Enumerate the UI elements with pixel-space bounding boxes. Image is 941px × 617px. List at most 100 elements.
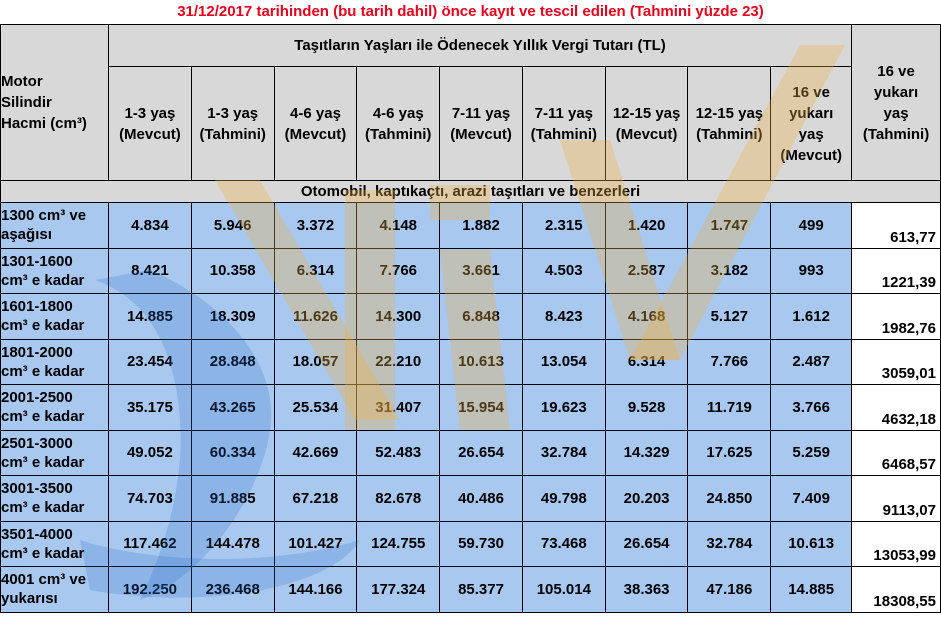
column-header-line: 1-3 yaş <box>124 104 176 122</box>
table-cell: 18308,55 <box>851 566 941 613</box>
table-cell: 2.315 <box>521 202 606 249</box>
table-row: 1300 cm³ ve aşağısı 4.834 5.946 3.372 4.148 1.… <box>0 202 941 249</box>
table-cell: 82.678 <box>356 475 441 522</box>
table-cell: 7.766 <box>356 247 441 294</box>
table-cell: 9113,07 <box>851 475 941 522</box>
column-header-line: 1-3 yaş <box>207 104 259 122</box>
table-row: 2001-2500 cm³ e kadar 35.175 43.265 25.534 31… <box>0 384 941 431</box>
column-header-line: (Tahmini) <box>530 125 597 143</box>
row-label-line: 2001-2500 <box>1 389 73 407</box>
table-row: 4001 cm³ ve yukarısı 192.250 236.468 144.166… <box>0 566 941 613</box>
table-cell: 10.613 <box>439 338 523 385</box>
table-cell: 3.182 <box>687 247 772 294</box>
table-cell: 4632,18 <box>851 384 941 431</box>
row-label-line: 3501-4000 <box>1 525 73 543</box>
column-header-line: yaş <box>883 104 909 122</box>
table-cell: 85.377 <box>439 566 523 613</box>
table-cell: 14.300 <box>356 293 441 340</box>
table-cell: 20.203 <box>604 475 689 522</box>
row-label: 2501-3000 cm³ e kadar <box>0 429 110 476</box>
table-cell: 26.654 <box>439 429 523 476</box>
row-label: 1601-1800 cm³ e kadar <box>0 293 110 340</box>
table-cell: 117.462 <box>108 520 192 567</box>
column-header-line: (Mevcut) <box>780 146 842 164</box>
column-header-line: 12-15 yaş <box>695 104 764 122</box>
row-label: 1301-1600 cm³ e kadar <box>0 247 110 294</box>
table-cell: 4.148 <box>356 202 441 249</box>
table-cell: 3.372 <box>273 202 358 249</box>
table-cell: 9.528 <box>604 384 689 431</box>
table-cell: 1.747 <box>687 202 772 249</box>
row-label: 1300 cm³ ve aşağısı <box>0 202 110 249</box>
column-header: 16 ve yukarı yaş (Mevcut) <box>770 66 853 181</box>
table-cell: 17.625 <box>687 429 772 476</box>
column-header-line: yukarı <box>873 83 919 101</box>
table-cell: 236.468 <box>190 566 275 613</box>
table-cell: 3.661 <box>439 247 523 294</box>
row-label: 3001-3500 cm³ e kadar <box>0 475 110 522</box>
column-header-line: (Mevcut) <box>615 125 678 143</box>
table-cell: 24.850 <box>687 475 772 522</box>
table-cell: 32.784 <box>521 429 606 476</box>
column-header-line: 4-6 yaş <box>290 104 341 122</box>
table-cell: 31.407 <box>356 384 441 431</box>
group-header: Taşıtların Yaşları ile Ödenecek Yıllık V… <box>108 24 853 67</box>
row-label-line: cm³ e kadar <box>1 499 85 517</box>
row-label: 4001 cm³ ve yukarısı <box>0 566 110 613</box>
row-label: 2001-2500 cm³ e kadar <box>0 384 110 431</box>
table-cell: 18.057 <box>273 338 358 385</box>
table-cell: 5.946 <box>190 202 275 249</box>
table-cell: 73.468 <box>521 520 606 567</box>
row-label-line: 1601-1800 <box>1 298 73 316</box>
table-cell: 8.421 <box>108 247 192 294</box>
column-header-line: 16 ve <box>877 62 915 80</box>
table-cell: 6.314 <box>604 338 689 385</box>
table-cell: 3059,01 <box>851 338 941 385</box>
table-cell: 4.503 <box>521 247 606 294</box>
table-cell: 10.613 <box>770 520 853 567</box>
column-header: 12-15 yaş (Tahmini) <box>687 66 772 181</box>
table-cell: 91.885 <box>190 475 275 522</box>
table-cell: 105.014 <box>521 566 606 613</box>
row-label-line: 1300 cm³ ve <box>1 207 87 225</box>
table-row: 3501-4000 cm³ e kadar 117.462 144.478 101.42… <box>0 520 941 567</box>
table-cell: 28.848 <box>190 338 275 385</box>
table-cell: 1.420 <box>604 202 689 249</box>
table-cell: 13053,99 <box>851 520 941 567</box>
column-header-line: (Mevcut) <box>284 125 347 143</box>
table-cell: 15.954 <box>439 384 523 431</box>
row-label-line: cm³ e kadar <box>1 408 85 426</box>
row-label-line: cm³ e kadar <box>1 453 85 471</box>
table-row: 1601-1800 cm³ e kadar 14.885 18.309 11.626 14… <box>0 293 941 340</box>
table-cell: 8.423 <box>521 293 606 340</box>
table-cell: 67.218 <box>273 475 358 522</box>
column-header-line: (Mevcut) <box>119 125 181 143</box>
table-cell: 25.534 <box>273 384 358 431</box>
table-cell: 59.730 <box>439 520 523 567</box>
table-cell: 10.358 <box>190 247 275 294</box>
table-cell: 11.626 <box>273 293 358 340</box>
corner-header-line: Motor <box>1 73 43 90</box>
row-label: 3501-4000 cm³ e kadar <box>0 520 110 567</box>
table-cell: 42.669 <box>273 429 358 476</box>
table-row: 1301-1600 cm³ e kadar 8.421 10.358 6.314 7.76… <box>0 247 941 294</box>
table-cell: 38.363 <box>604 566 689 613</box>
table-cell: 13.054 <box>521 338 606 385</box>
column-header-line: (Tahmini) <box>365 125 432 143</box>
row-label-line: cm³ e kadar <box>1 362 85 380</box>
column-header-line: (Tahmini) <box>862 125 930 143</box>
table-cell: 124.755 <box>356 520 441 567</box>
row-label-line: 2501-3000 <box>1 434 73 452</box>
corner-header-line: Silindir <box>1 94 52 111</box>
table-row: 2501-3000 cm³ e kadar 49.052 60.334 42.669 52… <box>0 429 941 476</box>
table-row: 1801-2000 cm³ e kadar 23.454 28.848 18.057 22… <box>0 338 941 385</box>
table-cell: 23.454 <box>108 338 192 385</box>
table-cell: 4.168 <box>604 293 689 340</box>
table-cell: 5.127 <box>687 293 772 340</box>
section-label: Otomobil, kaptıkaçtı, arazi taşıtları ve… <box>0 180 941 203</box>
row-label-line: 1801-2000 <box>1 343 73 361</box>
table-cell: 22.210 <box>356 338 441 385</box>
corner-header: Motor Silindir Hacmi (cm³) <box>0 24 110 181</box>
table-cell: 6468,57 <box>851 429 941 476</box>
table-cell: 14.885 <box>770 566 853 613</box>
